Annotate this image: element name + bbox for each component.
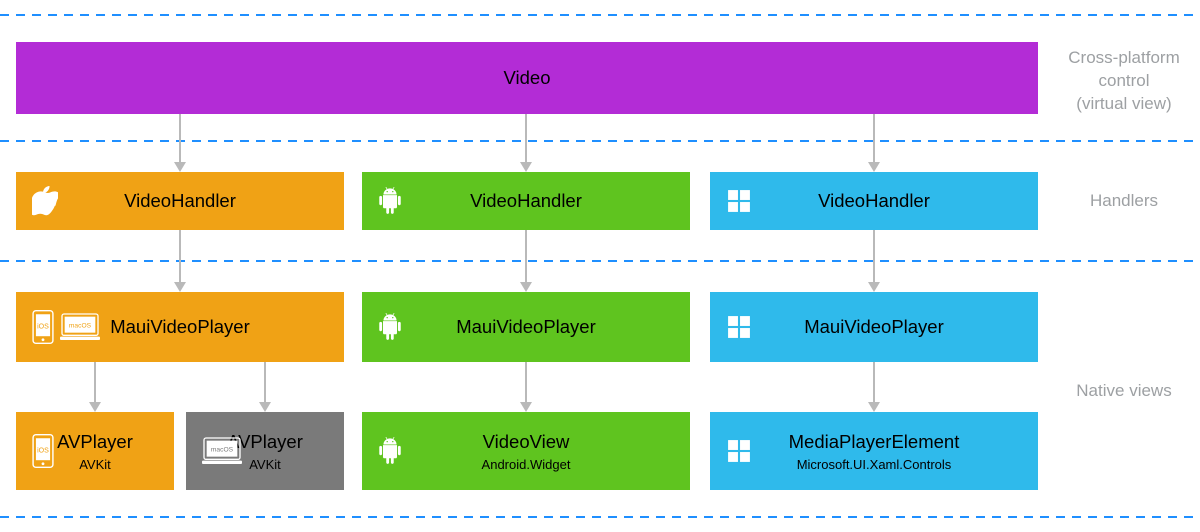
box-title: VideoHandler (124, 190, 236, 212)
arrow-head (520, 402, 532, 412)
arrow-head (868, 162, 880, 172)
label-native-views: Native views (1054, 380, 1194, 403)
arrow (873, 230, 875, 283)
svg-text:iOS: iOS (37, 322, 49, 330)
divider-4 (0, 516, 1200, 518)
macos-icon: macOS (202, 436, 242, 466)
box-title: MauiVideoPlayer (804, 316, 944, 338)
ios-icon: iOS (32, 434, 54, 468)
box-title: MediaPlayerElement (789, 431, 960, 453)
arrow (525, 114, 527, 163)
android-icon (378, 313, 402, 341)
arrow-head (174, 282, 186, 292)
arrow (525, 362, 527, 403)
windows-icon (726, 188, 752, 214)
box-maui-apple: iOS macOS MauiVideoPlayer (16, 292, 344, 362)
box-subtitle: AVKit (249, 457, 281, 472)
arrow-head (868, 282, 880, 292)
box-video: Video (16, 42, 1038, 114)
box-handler-apple: VideoHandler (16, 172, 344, 230)
box-maui-android: MauiVideoPlayer (362, 292, 690, 362)
box-subtitle: Android.Widget (482, 457, 571, 472)
box-handler-windows: VideoHandler (710, 172, 1038, 230)
box-title: MauiVideoPlayer (110, 316, 250, 338)
arrow (264, 362, 266, 403)
box-native-ios: iOS AVPlayer AVKit (16, 412, 174, 490)
apple-icon (32, 186, 58, 216)
box-title: VideoHandler (818, 190, 930, 212)
label-line: control (1098, 71, 1149, 90)
windows-icon (726, 314, 752, 340)
box-native-macos: macOS AVPlayer AVKit (186, 412, 344, 490)
arrow (179, 230, 181, 283)
arrow-head (868, 402, 880, 412)
arrow (873, 362, 875, 403)
box-title: MauiVideoPlayer (456, 316, 596, 338)
arrow (179, 114, 181, 163)
box-maui-windows: MauiVideoPlayer (710, 292, 1038, 362)
box-native-android: VideoView Android.Widget (362, 412, 690, 490)
arrow-head (520, 162, 532, 172)
box-title: Video (504, 67, 551, 89)
box-subtitle: Microsoft.UI.Xaml.Controls (797, 457, 952, 472)
windows-icon (726, 438, 752, 464)
box-native-windows: MediaPlayerElement Microsoft.UI.Xaml.Con… (710, 412, 1038, 490)
divider-1 (0, 14, 1200, 16)
label-line: Handlers (1090, 191, 1158, 210)
label-line: (virtual view) (1076, 94, 1171, 113)
arrow (873, 114, 875, 163)
box-subtitle: AVKit (79, 457, 111, 472)
svg-text:iOS: iOS (37, 446, 49, 454)
arrow-head (520, 282, 532, 292)
arrow-head (174, 162, 186, 172)
label-handlers: Handlers (1054, 190, 1194, 213)
android-icon (378, 187, 402, 215)
ios-macos-icon: iOS macOS (32, 310, 100, 344)
label-line: Native views (1076, 381, 1171, 400)
box-title: AVPlayer (57, 431, 133, 453)
arrow-head (259, 402, 271, 412)
arrow (525, 230, 527, 283)
label-cross-platform: Cross-platform control (virtual view) (1054, 47, 1194, 116)
box-title: VideoView (483, 431, 570, 453)
arrow (94, 362, 96, 403)
label-line: Cross-platform (1068, 48, 1179, 67)
svg-text:macOS: macOS (211, 446, 234, 453)
box-handler-android: VideoHandler (362, 172, 690, 230)
arrow-head (89, 402, 101, 412)
box-title: VideoHandler (470, 190, 582, 212)
android-icon (378, 437, 402, 465)
svg-text:macOS: macOS (69, 322, 92, 329)
